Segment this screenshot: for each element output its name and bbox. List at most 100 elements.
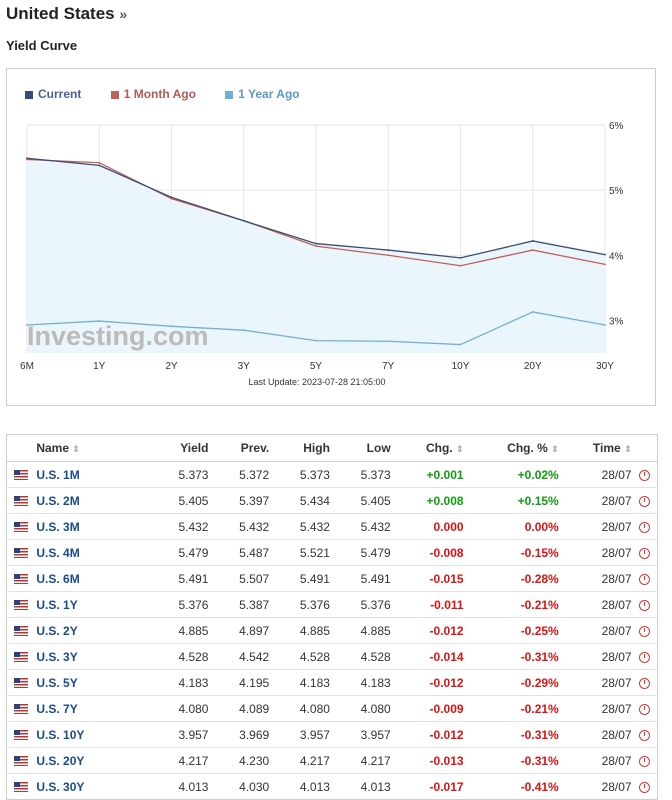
data-point	[170, 196, 173, 199]
cell-name[interactable]: U.S. 2M	[35, 487, 159, 514]
instrument-link[interactable]: U.S. 1M	[36, 467, 80, 482]
x-tick-label: 30Y	[596, 361, 614, 372]
legend-label: Current	[38, 87, 82, 101]
instrument-link[interactable]: U.S. 2M	[36, 493, 80, 508]
cell-name[interactable]: U.S. 5Y	[35, 669, 159, 696]
data-point	[604, 253, 606, 256]
current-area	[27, 158, 605, 353]
us-flag-icon	[7, 774, 35, 800]
table-row: U.S. 1Y 5.376 5.387 5.376 5.376 -0.011 -0.21% 2…	[7, 591, 657, 618]
us-flag-icon	[7, 617, 36, 644]
cell-yield: 4.528	[158, 643, 210, 670]
x-tick-label: 3Y	[238, 361, 251, 372]
cell-chg-pct: -0.41%	[520, 779, 559, 794]
us-flag-icon	[7, 487, 36, 514]
data-point	[26, 157, 28, 160]
cell-chg: +0.008	[391, 487, 465, 514]
cell-high: 4.528	[270, 643, 331, 670]
cell-chg: -0.011	[391, 591, 465, 618]
cell-low: 4.013	[360, 779, 391, 794]
cell-name[interactable]: U.S. 10Y	[35, 721, 159, 748]
legend-label: 1 Year Ago	[238, 87, 300, 101]
cell-chg: -0.014	[391, 643, 465, 670]
column-header-time[interactable]: Time ⇕	[559, 435, 633, 462]
instrument-link[interactable]: U.S. 30Y	[36, 779, 85, 794]
cell-high: 5.491	[270, 565, 331, 592]
table-row: U.S. 7Y 4.080 4.089 4.080 4.080 -0.009 -0.21% 2…	[7, 695, 657, 722]
cell-name[interactable]: U.S. 3Y	[35, 643, 159, 670]
column-header-chg[interactable]: Chg. ⇕	[391, 435, 465, 462]
data-point	[604, 324, 606, 326]
clock-icon	[632, 643, 657, 670]
legend-swatch	[25, 90, 33, 99]
cell-name[interactable]: U.S. 7Y	[35, 695, 159, 722]
cell-chg-pct: -0.28%	[464, 565, 560, 592]
cell-prev: 5.397	[209, 487, 271, 514]
header-label: Chg. %	[507, 441, 548, 455]
sort-icon: ⇕	[624, 444, 632, 454]
flag-header	[7, 435, 36, 462]
legend-item-current[interactable]: Current	[25, 87, 81, 101]
yield-table: Name ⇕ Yield Prev. High Low Chg. ⇕ Chg. …	[6, 434, 658, 800]
cell-chg: -0.015	[391, 565, 465, 592]
x-tick-label: 10Y	[452, 361, 470, 372]
instrument-link[interactable]: U.S. 7Y	[36, 701, 78, 716]
cell-yield: 4.183	[158, 669, 210, 696]
cell-low: 5.491	[330, 565, 392, 592]
cell-yield: 5.405	[158, 487, 210, 514]
cell-prev: 4.230	[209, 747, 271, 774]
cell-yield: 4.885	[158, 617, 210, 644]
data-point	[387, 249, 390, 251]
cell-low: 3.957	[330, 721, 392, 748]
instrument-link[interactable]: U.S. 5Y	[36, 675, 78, 690]
instrument-link[interactable]: U.S. 3M	[36, 519, 80, 534]
data-point	[315, 242, 317, 245]
table-row: U.S. 1M 5.373 5.372 5.373 5.373 +0.001 +0.02% 2…	[7, 461, 657, 488]
table-row: U.S. 10Y 3.957 3.969 3.957 3.957 -0.012 -0.31%…	[7, 721, 657, 748]
x-tick-label: 1Y	[93, 361, 106, 372]
cell-name[interactable]: U.S. 6M	[35, 565, 159, 592]
cell-chg-pct: -0.29%	[464, 669, 560, 696]
legend-item-1-month-ago[interactable]: 1 Month Ago	[110, 87, 196, 101]
header-label: Chg.	[426, 441, 453, 455]
cell-chg-pct: -0.25%	[464, 617, 560, 644]
legend-item-1-year-ago[interactable]: 1 Year Ago	[225, 87, 300, 101]
cell-high: 4.080	[270, 695, 331, 722]
instrument-link[interactable]: U.S. 6M	[36, 571, 80, 586]
cell-name[interactable]: U.S. 30Y	[35, 774, 159, 800]
cell-name[interactable]: U.S. 1M	[35, 461, 159, 488]
instrument-link[interactable]: U.S. 2Y	[36, 623, 78, 638]
cell-prev: 5.387	[209, 591, 271, 618]
cell-high: 3.957	[270, 721, 331, 748]
clock-icon	[632, 747, 657, 774]
cell-prev: 4.542	[209, 643, 271, 670]
instrument-link[interactable]: U.S. 10Y	[36, 727, 85, 742]
instrument-link[interactable]: U.S. 20Y	[36, 753, 85, 768]
cell-prev: 5.432	[209, 513, 271, 540]
cell-name[interactable]: U.S. 4M	[35, 539, 159, 566]
instrument-link[interactable]: U.S. 3Y	[36, 649, 78, 664]
cell-time: 28/07	[559, 695, 633, 722]
cell-low: 4.885	[330, 617, 392, 644]
column-header-chg-pct[interactable]: Chg. % ⇕	[464, 435, 560, 462]
watermark: Investing.com	[27, 321, 209, 351]
legend-swatch	[110, 90, 119, 99]
instrument-link[interactable]: U.S. 1Y	[36, 597, 78, 612]
cell-low: 4.217	[330, 747, 392, 774]
page-title[interactable]: United States »	[6, 4, 127, 24]
instrument-link[interactable]: U.S. 4M	[36, 545, 80, 560]
cell-low: 5.373	[330, 461, 392, 488]
cell-time: 28/07	[559, 643, 633, 670]
cell-chg: 0.000	[391, 513, 465, 540]
cell-name[interactable]: U.S. 20Y	[35, 747, 159, 774]
clock-icon	[632, 565, 657, 592]
legend-label: 1 Month Ago	[123, 87, 196, 101]
cell-name[interactable]: U.S. 2Y	[35, 617, 159, 644]
y-tick-label: 3%	[609, 316, 624, 327]
sort-icon: ⇕	[456, 444, 464, 454]
cell-name[interactable]: U.S. 3M	[35, 513, 159, 540]
cell-name[interactable]: U.S. 1Y	[35, 591, 159, 618]
column-header-name[interactable]: Name ⇕	[35, 435, 159, 462]
data-point	[387, 340, 390, 343]
data-point	[98, 161, 101, 164]
